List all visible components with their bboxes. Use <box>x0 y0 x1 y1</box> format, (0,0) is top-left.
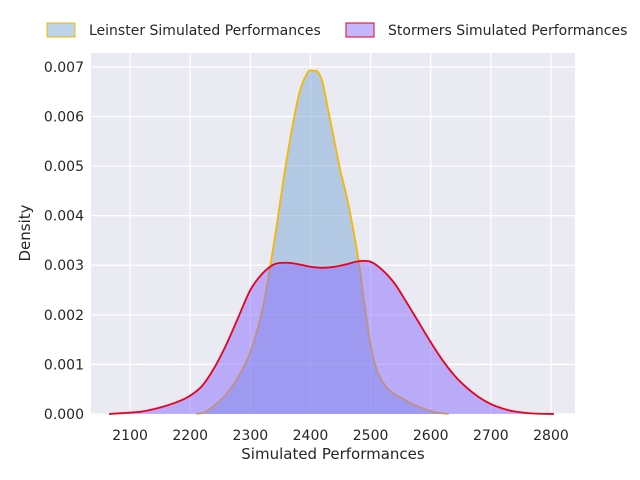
series-area-2 <box>109 260 554 414</box>
y-tick-label: 0.004 <box>44 209 84 225</box>
legend-swatch-2 <box>345 22 375 38</box>
x-tick-label: 2500 <box>353 428 389 444</box>
x-tick-label: 2100 <box>112 428 148 444</box>
series-layer <box>108 69 554 415</box>
x-tick-label: 2600 <box>413 428 449 444</box>
x-tick-label: 2700 <box>473 428 509 444</box>
x-tick-label: 2300 <box>233 428 269 444</box>
y-axis-label: Density <box>16 204 34 261</box>
x-tick-label: 2400 <box>293 428 329 444</box>
x-tick-label: 2200 <box>172 428 208 444</box>
y-tick-label: 0.007 <box>44 60 84 76</box>
x-tick-labels: 2100 2200 2300 2400 2500 2600 2700 2800 <box>112 428 569 444</box>
x-tick-label: 2800 <box>533 428 569 444</box>
y-tick-label: 0.003 <box>44 258 84 274</box>
y-tick-labels: 0.000 0.001 0.002 0.003 0.004 0.005 0.006 0.007 <box>44 60 84 423</box>
y-tick-label: 0.002 <box>44 308 84 324</box>
legend-swatch-1 <box>46 22 76 38</box>
y-tick-label: 0.000 <box>44 407 84 423</box>
y-tick-label: 0.006 <box>44 109 84 125</box>
legend-label-1: Leinster Simulated Performances <box>89 23 321 39</box>
y-tick-label: 0.005 <box>44 159 84 175</box>
series-line-2 <box>108 259 554 415</box>
x-axis-label: Simulated Performances <box>241 445 425 463</box>
legend: Leinster Simulated Performances Stormers … <box>46 22 627 39</box>
y-tick-label: 0.001 <box>44 357 84 373</box>
legend-label-2: Stormers Simulated Performances <box>388 23 627 39</box>
